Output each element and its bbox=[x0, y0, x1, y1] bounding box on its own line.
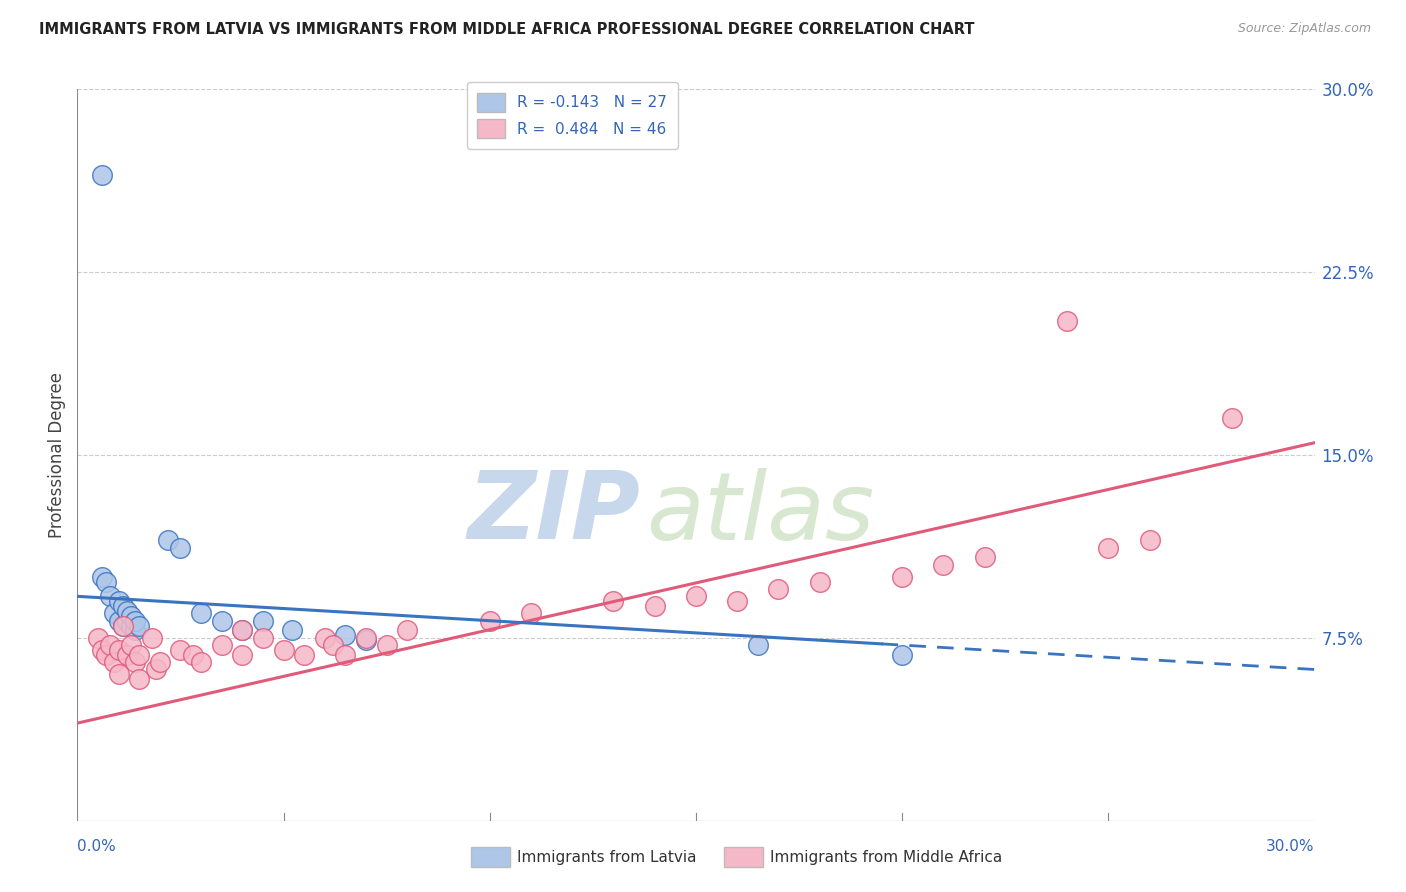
Point bbox=[314, 631, 336, 645]
Point bbox=[273, 643, 295, 657]
Point bbox=[231, 624, 253, 638]
Point bbox=[107, 594, 129, 608]
Point bbox=[644, 599, 666, 613]
Point bbox=[111, 618, 134, 632]
Point bbox=[120, 608, 142, 623]
Point bbox=[231, 648, 253, 662]
Text: atlas: atlas bbox=[647, 468, 875, 559]
Point bbox=[111, 618, 134, 632]
Point bbox=[145, 663, 167, 677]
Point bbox=[602, 594, 624, 608]
Point bbox=[685, 590, 707, 604]
Point bbox=[120, 618, 142, 632]
Point bbox=[169, 643, 191, 657]
Point bbox=[98, 590, 121, 604]
Point bbox=[252, 614, 274, 628]
Point bbox=[973, 550, 995, 565]
Point bbox=[808, 574, 831, 589]
Point bbox=[107, 614, 129, 628]
Point bbox=[322, 638, 344, 652]
Text: 0.0%: 0.0% bbox=[77, 838, 117, 854]
Point bbox=[107, 643, 129, 657]
Point bbox=[396, 624, 419, 638]
Point bbox=[335, 628, 357, 642]
Point bbox=[103, 655, 125, 669]
Point bbox=[128, 672, 150, 686]
Point bbox=[1056, 314, 1078, 328]
Point bbox=[292, 648, 315, 662]
Point bbox=[891, 648, 914, 662]
Point bbox=[120, 638, 142, 652]
Point bbox=[211, 638, 233, 652]
Point bbox=[768, 582, 790, 596]
Point bbox=[128, 618, 150, 632]
Point bbox=[1139, 533, 1161, 548]
Point bbox=[252, 631, 274, 645]
Point bbox=[281, 624, 304, 638]
Point bbox=[115, 604, 138, 618]
Point bbox=[354, 633, 377, 648]
Point bbox=[157, 533, 180, 548]
Text: Source: ZipAtlas.com: Source: ZipAtlas.com bbox=[1237, 22, 1371, 36]
Point bbox=[96, 574, 118, 589]
Point bbox=[124, 655, 146, 669]
Point bbox=[115, 614, 138, 628]
Point bbox=[1097, 541, 1119, 555]
Point bbox=[141, 631, 163, 645]
Point bbox=[190, 655, 212, 669]
Point bbox=[520, 607, 543, 621]
Point bbox=[91, 643, 114, 657]
Point bbox=[91, 168, 114, 182]
Point bbox=[1220, 411, 1243, 425]
Point bbox=[87, 631, 110, 645]
Text: IMMIGRANTS FROM LATVIA VS IMMIGRANTS FROM MIDDLE AFRICA PROFESSIONAL DEGREE CORR: IMMIGRANTS FROM LATVIA VS IMMIGRANTS FRO… bbox=[39, 22, 974, 37]
Point bbox=[124, 614, 146, 628]
Point bbox=[96, 648, 118, 662]
Text: Immigrants from Latvia: Immigrants from Latvia bbox=[517, 850, 697, 864]
Text: 30.0%: 30.0% bbox=[1267, 838, 1315, 854]
Legend: R = -0.143   N = 27, R =  0.484   N = 46: R = -0.143 N = 27, R = 0.484 N = 46 bbox=[467, 82, 678, 148]
Point bbox=[124, 624, 146, 638]
Point bbox=[115, 648, 138, 662]
Point bbox=[231, 624, 253, 638]
Text: ZIP: ZIP bbox=[467, 467, 640, 559]
Point bbox=[932, 558, 955, 572]
Y-axis label: Professional Degree: Professional Degree bbox=[48, 372, 66, 538]
Point bbox=[128, 648, 150, 662]
Point bbox=[169, 541, 191, 555]
Point bbox=[181, 648, 204, 662]
Point bbox=[354, 631, 377, 645]
Text: Immigrants from Middle Africa: Immigrants from Middle Africa bbox=[770, 850, 1002, 864]
Point bbox=[478, 614, 501, 628]
Point bbox=[98, 638, 121, 652]
Point bbox=[891, 570, 914, 584]
Point bbox=[107, 667, 129, 681]
Point bbox=[190, 607, 212, 621]
Point bbox=[747, 638, 769, 652]
Point bbox=[149, 655, 172, 669]
Point bbox=[211, 614, 233, 628]
Point bbox=[335, 648, 357, 662]
Point bbox=[91, 570, 114, 584]
Point bbox=[103, 607, 125, 621]
Point bbox=[111, 599, 134, 613]
Point bbox=[375, 638, 398, 652]
Point bbox=[725, 594, 748, 608]
